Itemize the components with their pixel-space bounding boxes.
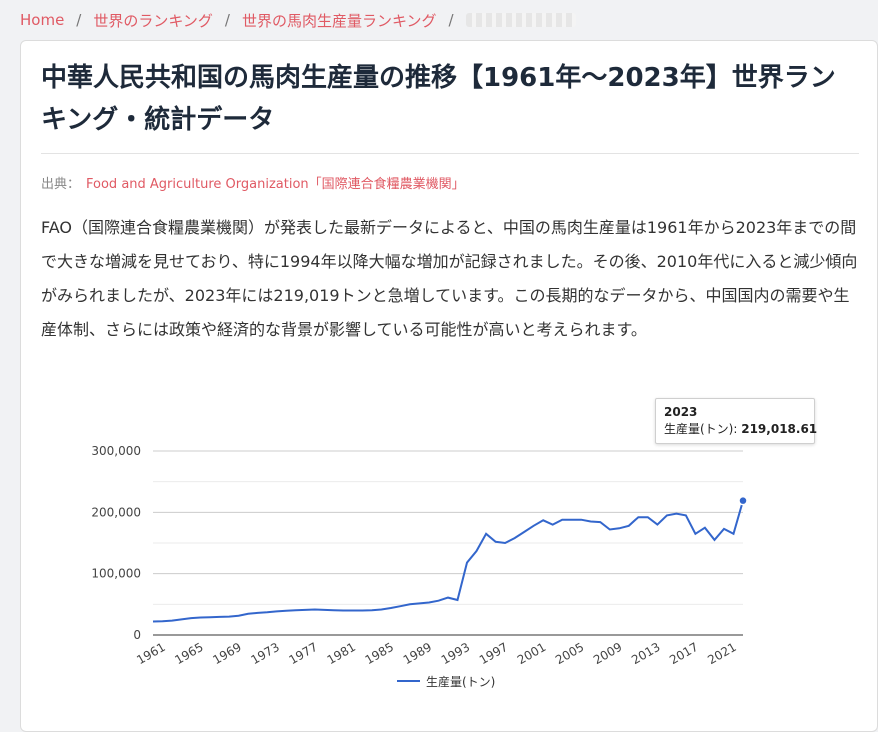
breadcrumb-home-link[interactable]: Home (20, 11, 65, 29)
y-tick-label: 0 (133, 628, 141, 642)
tooltip-label: 生産量(トン): (664, 422, 742, 436)
chart-legend[interactable]: 生産量(トン) (397, 674, 495, 689)
breadcrumb-separator: / (224, 11, 230, 29)
x-tick-label: 1997 (477, 640, 510, 667)
title-divider (41, 153, 859, 154)
x-tick-label: 1985 (363, 640, 396, 667)
x-tick-label: 2021 (705, 640, 738, 667)
article-description: FAO（国際連合食糧農業機関）が発表した最新データによると、中国の馬肉生産量は1… (41, 218, 858, 339)
x-tick-label: 2009 (591, 640, 624, 667)
source-link[interactable]: Food and Agriculture Organization「国際連合食糧… (86, 177, 465, 192)
breadcrumb-horse-meat-ranking-link[interactable]: 世界の馬肉生産量ランキング (241, 11, 437, 30)
x-tick-label: 2005 (553, 640, 586, 667)
breadcrumb-current-placeholder (465, 13, 576, 27)
x-tick-label: 1977 (287, 640, 320, 667)
y-tick-label: 100,000 (91, 567, 141, 581)
y-axis-ticks: 0 100,000 200,000 300,000 (91, 444, 141, 642)
x-tick-label: 1981 (325, 640, 358, 667)
breadcrumb: Home / 世界のランキング / 世界の馬肉生産量ランキング / (20, 8, 576, 32)
x-tick-label: 1961 (134, 640, 167, 667)
x-tick-label: 1973 (248, 640, 281, 667)
source-citation: 出典： Food and Agriculture Organization「国際連… (41, 173, 465, 192)
series-line-production[interactable] (152, 500, 744, 623)
tooltip-year: 2023 (664, 405, 698, 419)
article-card: 中華人民共和国の馬肉生産量の推移【1961年～2023年】世界ランキング・統計デ… (20, 40, 878, 732)
x-axis-ticks: 1961 1965 1969 1973 1977 1981 1985 1989 1993 1997… (134, 640, 738, 667)
x-tick-label: 1993 (439, 640, 472, 667)
y-tick-label: 300,000 (91, 444, 141, 458)
x-tick-label: 2001 (515, 640, 548, 667)
chart-tooltip: 2023 生産量(トン): 219,018.61 (655, 398, 818, 444)
legend-label: 生産量(トン) (426, 674, 495, 689)
chart-gridlines (153, 450, 743, 605)
breadcrumb-separator: / (448, 11, 454, 29)
x-tick-label: 2013 (629, 640, 662, 667)
breadcrumb-separator: / (76, 11, 82, 29)
x-tick-label: 2017 (667, 640, 700, 667)
x-tick-label: 1965 (172, 640, 205, 667)
source-label: 出典： (41, 177, 81, 192)
page-title: 中華人民共和国の馬肉生産量の推移【1961年～2023年】世界ランキング・統計デ… (41, 63, 836, 135)
tooltip-value: 219,018.61 (741, 422, 818, 436)
breadcrumb-rankings-link[interactable]: 世界のランキング (93, 11, 213, 30)
x-tick-label: 1969 (210, 640, 243, 667)
hover-point-2023[interactable] (738, 495, 748, 506)
x-tick-label: 1989 (401, 640, 434, 667)
y-tick-label: 200,000 (91, 505, 141, 519)
